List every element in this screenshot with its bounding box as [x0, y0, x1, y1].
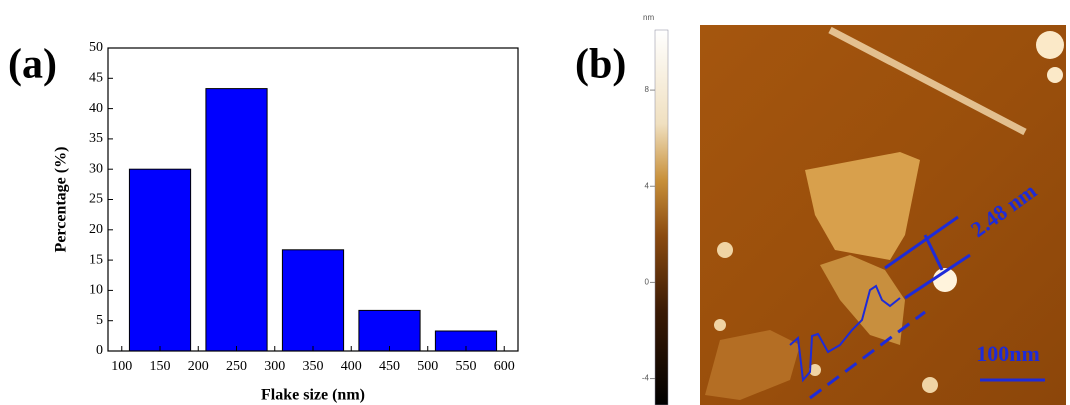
y-tick-label: 40 [89, 101, 103, 116]
bar [205, 88, 268, 352]
y-tick-label: 45 [89, 71, 103, 86]
x-tick-label: 200 [188, 359, 209, 374]
x-axis-label: Flake size (nm) [261, 387, 365, 404]
x-tick-label: 150 [150, 359, 171, 374]
colorbar-tick-label: 0 [645, 278, 650, 287]
afm-image: 2.48 nm 100nm [700, 25, 1066, 405]
y-tick-label: 10 [89, 283, 103, 298]
bar [281, 249, 345, 352]
panel-label: (a) [8, 42, 57, 88]
x-tick-label: 600 [494, 359, 515, 374]
y-tick-label: 25 [89, 192, 103, 207]
colorbar-tick-label: 8 [645, 85, 650, 94]
y-tick-label: 50 [89, 40, 103, 55]
y-tick-label: 35 [89, 131, 103, 146]
colorbar-tick-label: -4 [642, 374, 650, 383]
colorbar-unit: nm [643, 13, 654, 22]
bar [128, 168, 192, 352]
y-axis-label: Percentage (%) [53, 147, 70, 253]
panel-label: (b) [575, 42, 626, 88]
y-tick-label: 5 [96, 313, 103, 328]
y-tick-label: 0 [96, 343, 103, 358]
x-tick-label: 250 [226, 359, 247, 374]
y-tick-label: 30 [89, 161, 103, 176]
colorbar-tick-label: 4 [645, 181, 650, 190]
bar [358, 309, 421, 352]
x-tick-label: 100 [111, 359, 132, 374]
x-tick-label: 350 [303, 359, 324, 374]
annotation: 100nm [976, 341, 1040, 366]
x-tick-label: 500 [417, 359, 438, 374]
x-tick-label: 450 [379, 359, 400, 374]
x-tick-label: 550 [455, 359, 476, 374]
colorbar [654, 29, 669, 405]
y-tick-label: 20 [89, 222, 103, 237]
x-tick-label: 400 [341, 359, 362, 374]
x-tick-label: 300 [264, 359, 285, 374]
y-tick-label: 15 [89, 252, 103, 267]
